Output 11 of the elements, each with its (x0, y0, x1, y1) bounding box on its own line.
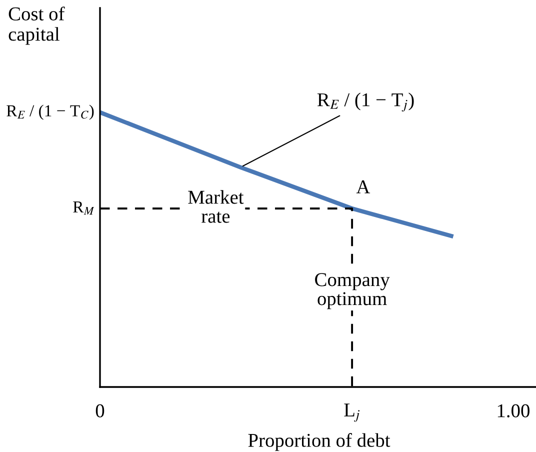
annotation: R$_{M}$ (73, 201, 94, 215)
annotation: R$_{E}$ / (1 − T$_{C}$) (6, 104, 94, 120)
x-tick-label: L$_{j}$ (344, 404, 360, 422)
annotation: A (356, 180, 370, 194)
annotation: Market rate (188, 190, 244, 223)
x-axis-title: Proportion of debt (248, 433, 390, 451)
y-axis-title: Cost of capital (8, 6, 65, 45)
x-tick-label: 0 (96, 404, 104, 418)
annotation: Company optimum (315, 273, 390, 310)
x-tick-label: 1.00 (498, 404, 530, 418)
annotation: R$_{E}$ / (1 − T$_{j}$) (317, 92, 414, 112)
